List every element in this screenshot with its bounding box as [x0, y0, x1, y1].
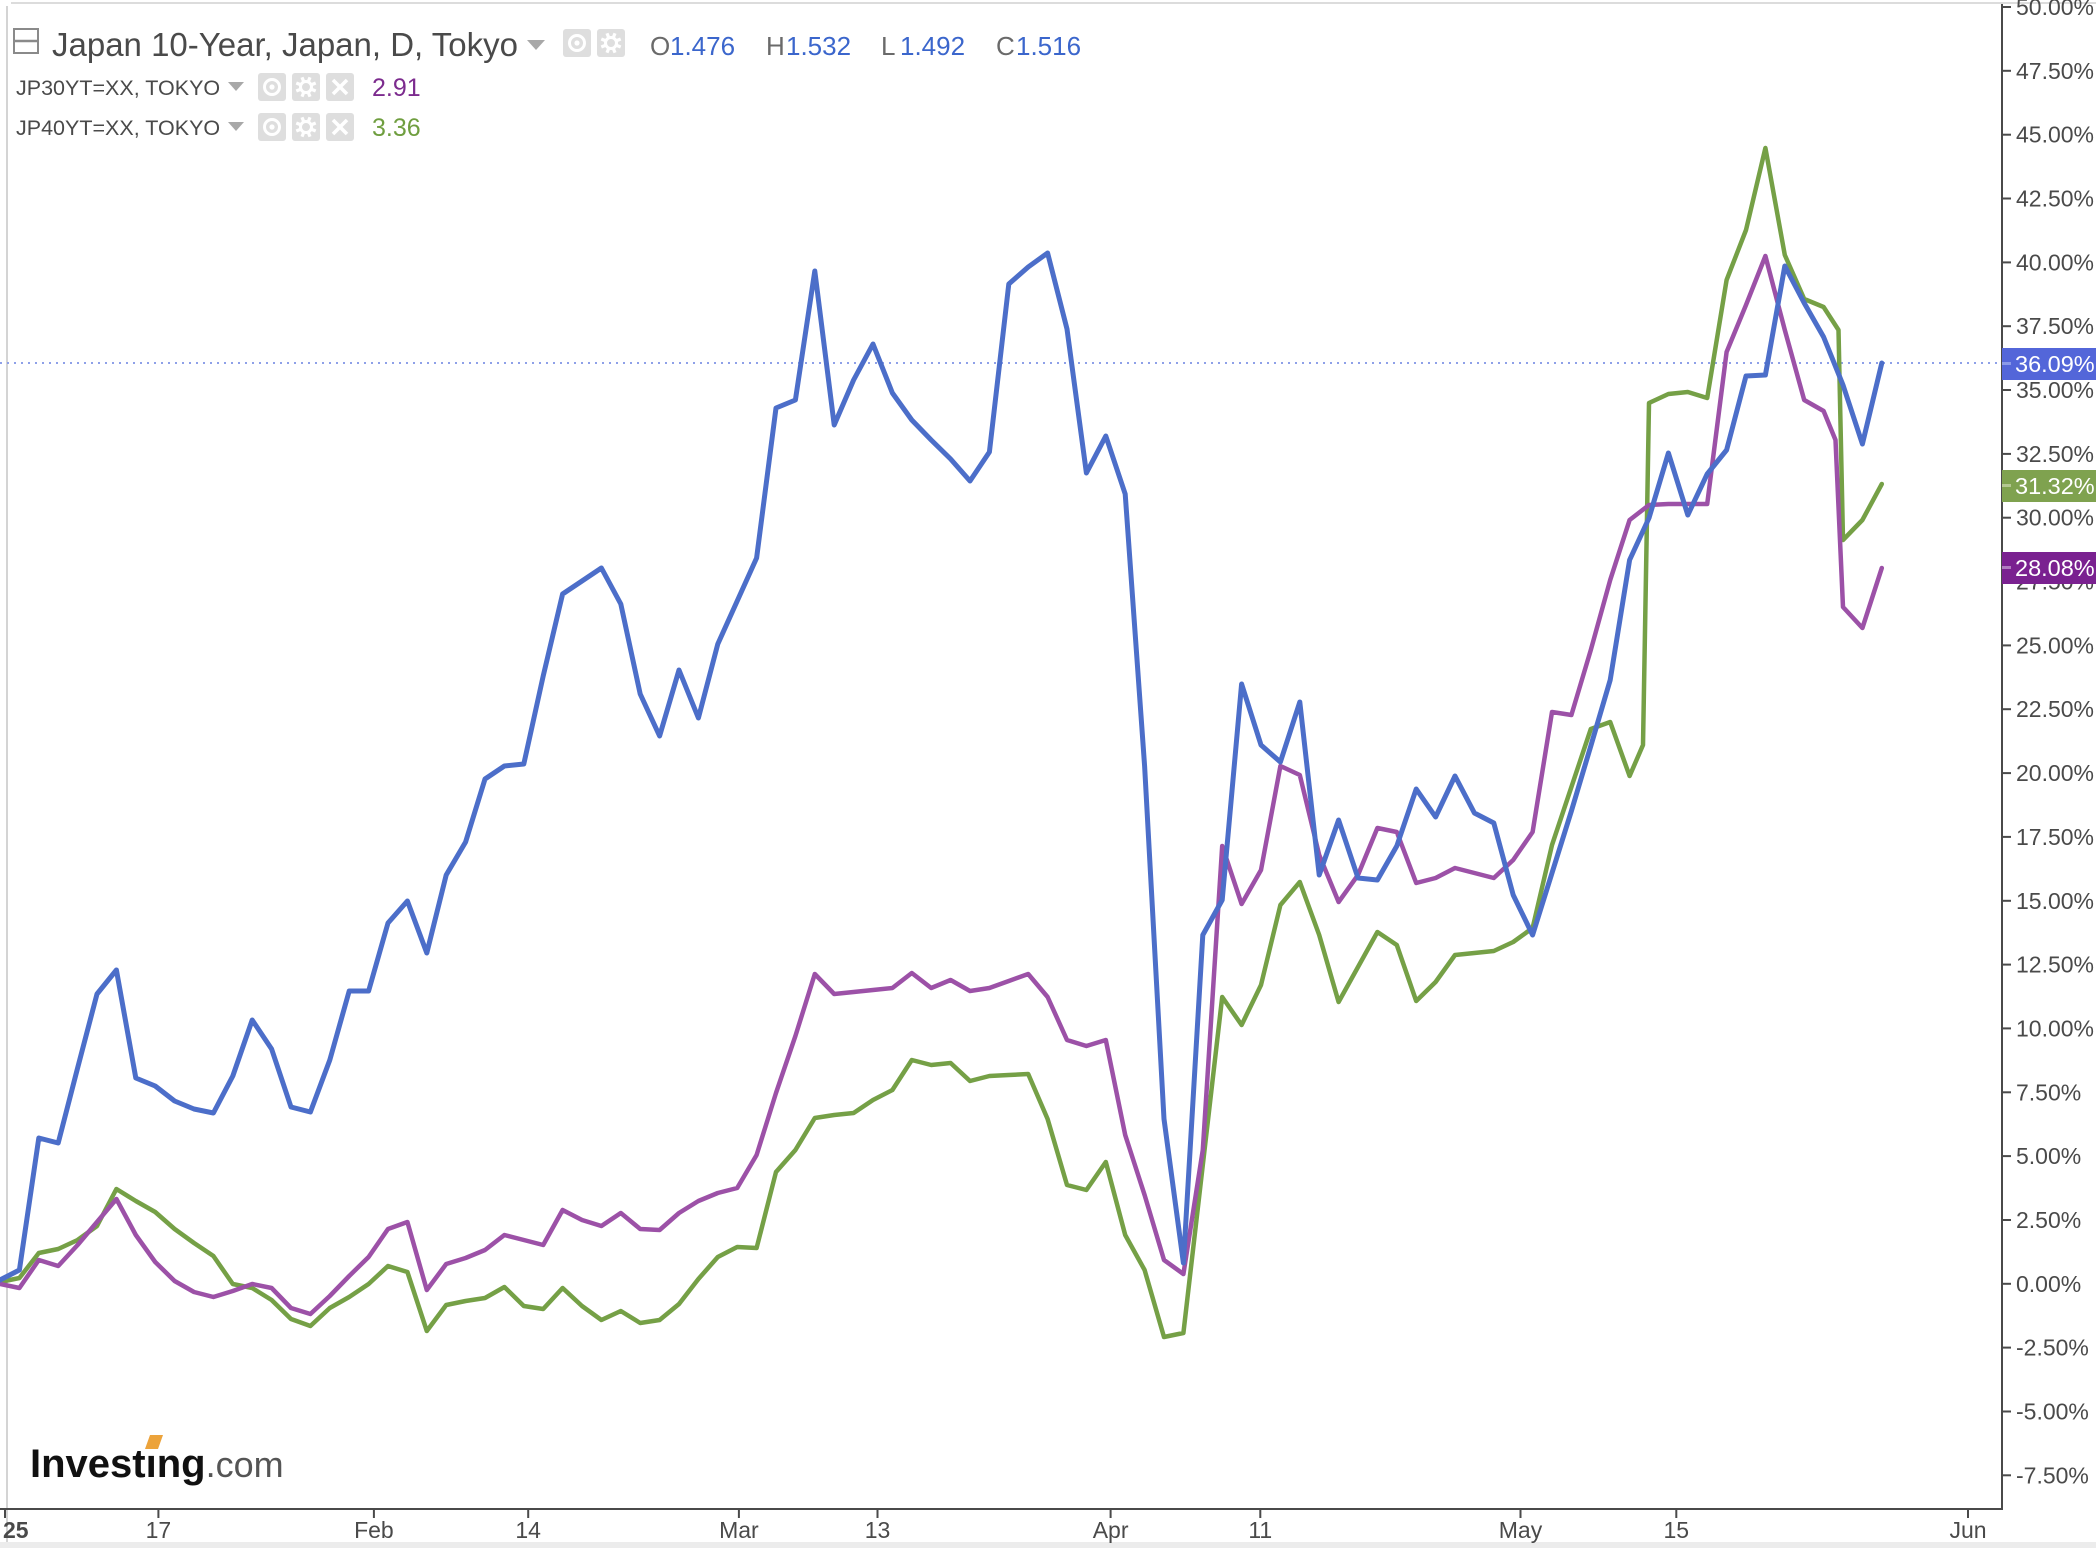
svg-text:22.50%: 22.50%: [2016, 696, 2094, 722]
svg-text:31.32%: 31.32%: [2015, 473, 2095, 499]
svg-text:Feb: Feb: [354, 1517, 394, 1543]
svg-text:17: 17: [146, 1517, 172, 1543]
svg-text:37.50%: 37.50%: [2016, 313, 2094, 339]
svg-text:1.492: 1.492: [900, 31, 965, 61]
svg-text:42.50%: 42.50%: [2016, 186, 2094, 212]
svg-text:13: 13: [865, 1517, 891, 1543]
svg-text:O: O: [650, 31, 670, 61]
svg-text:17.50%: 17.50%: [2016, 824, 2094, 850]
svg-text:47.50%: 47.50%: [2016, 58, 2094, 84]
svg-text:10.00%: 10.00%: [2016, 1015, 2094, 1041]
svg-text:C: C: [996, 31, 1015, 61]
svg-text:15.00%: 15.00%: [2016, 888, 2094, 914]
svg-text:Investıng.com: Investıng.com: [30, 1442, 284, 1486]
svg-text:45.00%: 45.00%: [2016, 122, 2094, 148]
svg-text:Mar: Mar: [719, 1517, 759, 1543]
svg-text:15: 15: [1664, 1517, 1690, 1543]
svg-text:1.516: 1.516: [1016, 31, 1081, 61]
svg-text:-7.50%: -7.50%: [2016, 1462, 2089, 1488]
svg-text:Jun: Jun: [1949, 1517, 1986, 1543]
svg-text:H: H: [766, 31, 785, 61]
svg-text:14: 14: [515, 1517, 541, 1543]
svg-text:7.50%: 7.50%: [2016, 1079, 2081, 1105]
svg-text:5.00%: 5.00%: [2016, 1143, 2081, 1169]
svg-text:25.00%: 25.00%: [2016, 632, 2094, 658]
svg-text:May: May: [1499, 1517, 1543, 1543]
svg-text:JP30YT=XX, TOKYO: JP30YT=XX, TOKYO: [16, 76, 220, 100]
svg-text:0.00%: 0.00%: [2016, 1271, 2081, 1297]
svg-text:1.476: 1.476: [670, 31, 735, 61]
svg-text:-5.00%: -5.00%: [2016, 1399, 2089, 1425]
svg-text:40.00%: 40.00%: [2016, 249, 2094, 275]
svg-text:28.08%: 28.08%: [2015, 555, 2095, 581]
svg-text:JP40YT=XX, TOKYO: JP40YT=XX, TOKYO: [16, 116, 220, 140]
svg-text:2.91: 2.91: [372, 74, 421, 102]
svg-text:2.50%: 2.50%: [2016, 1207, 2081, 1233]
svg-text:36.09%: 36.09%: [2015, 351, 2095, 377]
svg-text:L: L: [881, 31, 895, 61]
svg-text:20.00%: 20.00%: [2016, 760, 2094, 786]
svg-text:3.36: 3.36: [372, 114, 421, 142]
svg-text:Apr: Apr: [1093, 1517, 1129, 1543]
svg-text:30.00%: 30.00%: [2016, 505, 2094, 531]
svg-text:11: 11: [1248, 1517, 1272, 1543]
svg-text:1.532: 1.532: [786, 31, 851, 61]
svg-text:Japan 10-Year, Japan, D, Tokyo: Japan 10-Year, Japan, D, Tokyo: [52, 26, 518, 63]
svg-text:-2.50%: -2.50%: [2016, 1335, 2089, 1361]
svg-text:12.50%: 12.50%: [2016, 952, 2094, 978]
svg-text:25: 25: [3, 1517, 29, 1543]
svg-text:35.00%: 35.00%: [2016, 377, 2094, 403]
svg-text:32.50%: 32.50%: [2016, 441, 2094, 467]
svg-text:50.00%: 50.00%: [2016, 0, 2094, 20]
